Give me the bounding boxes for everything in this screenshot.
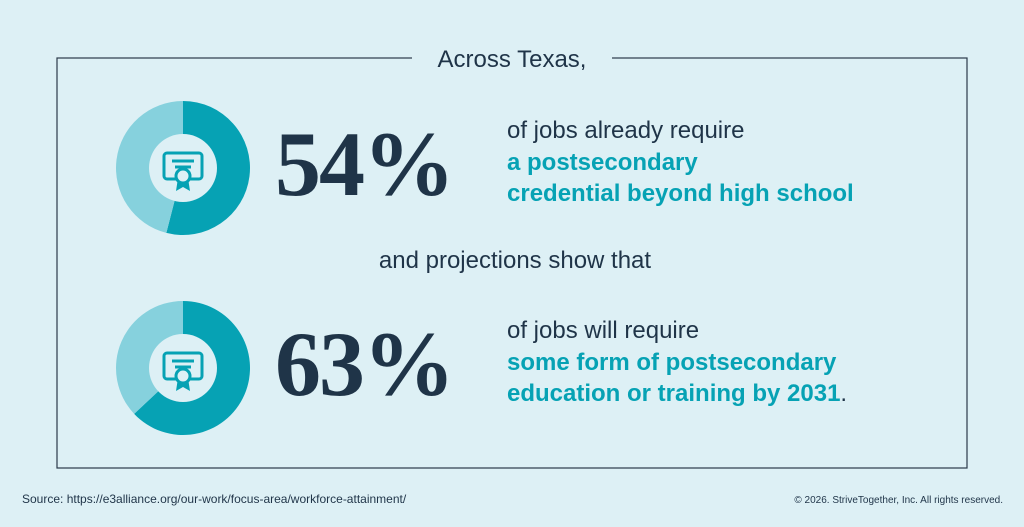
connector: and projections show that xyxy=(379,247,652,274)
donut-slice xyxy=(115,301,183,414)
icon-seal xyxy=(174,367,192,385)
big-percent: 63% xyxy=(275,313,453,415)
source: Source: https://e3alliance.org/our-work/… xyxy=(22,492,407,506)
frame-gap xyxy=(412,50,612,66)
statement-lead: of jobs will require xyxy=(507,317,699,344)
copyright: © 2026. StriveTogether, Inc. All rights … xyxy=(794,495,1003,506)
big-percent: 54% xyxy=(275,113,453,215)
icon-seal xyxy=(174,167,192,185)
statement-highlight: some form of postsecondary xyxy=(507,349,837,376)
statement-lead: of jobs already require xyxy=(507,117,744,144)
statement-end: . xyxy=(840,380,847,407)
certificate-icon xyxy=(162,151,204,191)
statement-highlight: education or training by 2031 xyxy=(507,380,840,407)
statement-highlight: a postsecondary xyxy=(507,149,698,176)
certificate-icon xyxy=(162,351,204,391)
header-title: Across Texas, xyxy=(438,46,587,73)
statement-highlight: credential beyond high school xyxy=(507,180,854,207)
